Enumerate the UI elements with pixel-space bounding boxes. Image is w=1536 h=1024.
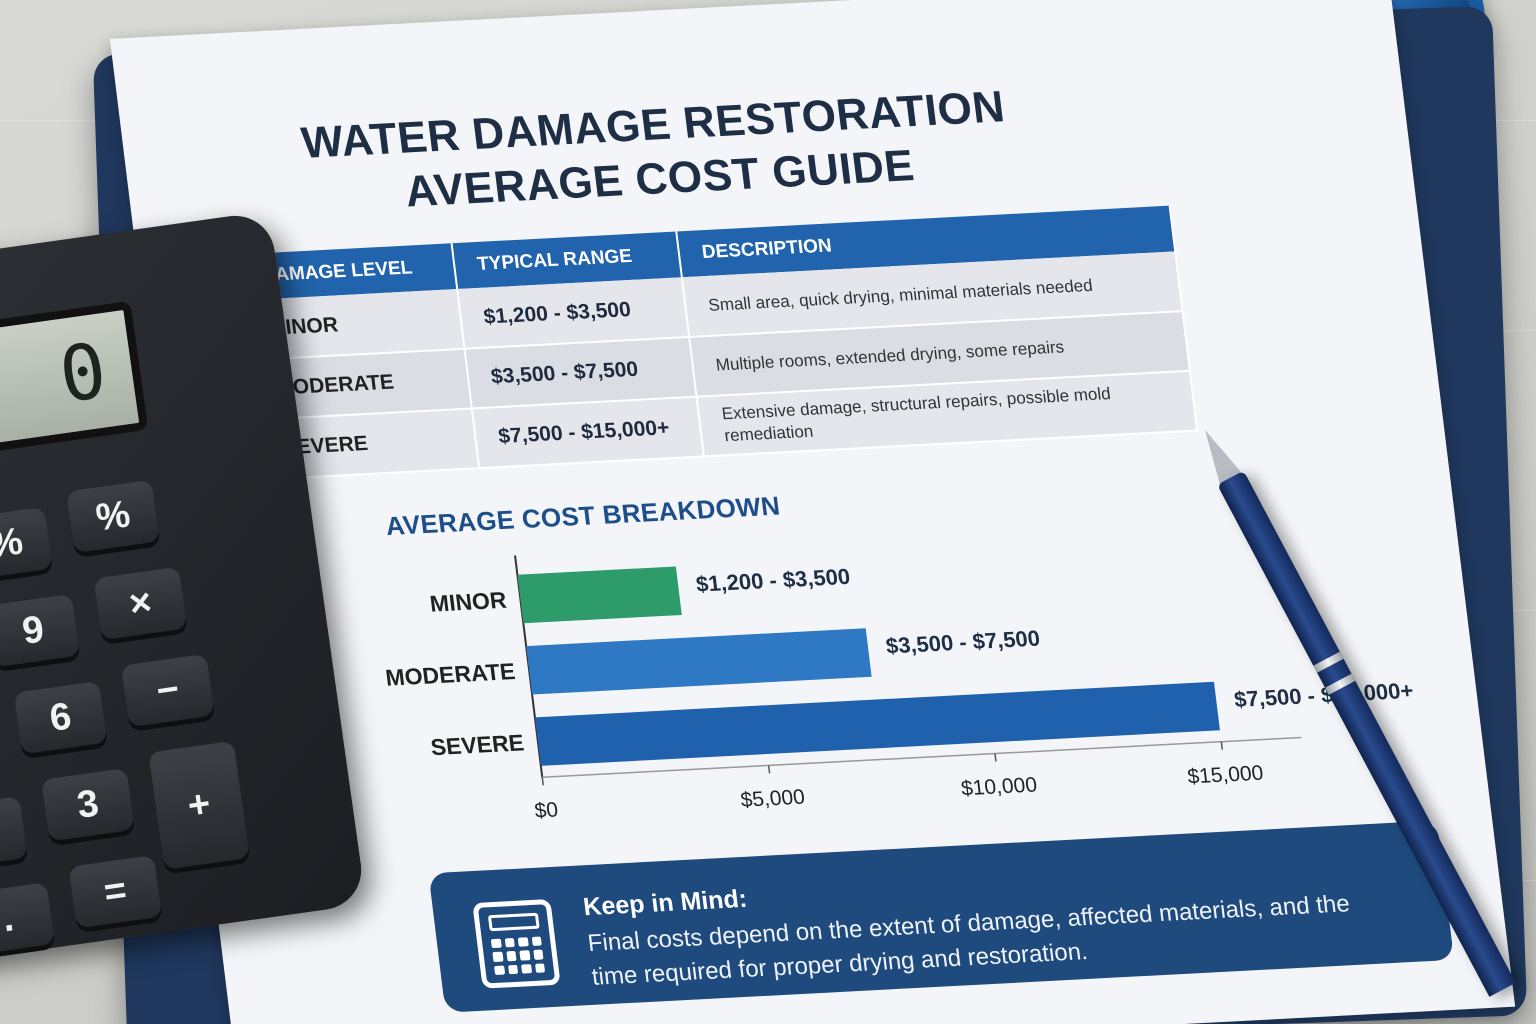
category-label: MODERATE xyxy=(384,658,517,691)
calculator-display: 0 xyxy=(0,300,149,462)
x-tick-label: $0 xyxy=(533,799,559,823)
keep-in-mind-callout: Keep in Mind: Final costs depend on the … xyxy=(428,820,1455,1013)
calc-key-multiply: × xyxy=(93,566,188,641)
calc-key-percent: % xyxy=(66,479,160,554)
x-tick xyxy=(994,753,997,762)
category-label: SEVERE xyxy=(429,729,525,760)
callout-heading: Keep in Mind: xyxy=(581,884,749,922)
data-label: $1,200 - $3,500 xyxy=(695,564,852,597)
calc-key-6: 6 xyxy=(13,680,108,755)
bar-moderate xyxy=(526,628,872,695)
calc-key-equals: = xyxy=(68,855,163,929)
x-tick xyxy=(541,777,544,786)
x-axis-line xyxy=(542,736,1302,779)
bar-minor xyxy=(517,566,682,624)
calc-key-minus: − xyxy=(120,653,215,728)
data-label: $3,500 - $7,500 xyxy=(884,626,1041,659)
x-tick-label: $5,000 xyxy=(739,786,806,812)
cost-table: DAMAGE LEVEL TYPICAL RANGE DESCRIPTION M… xyxy=(236,205,1198,481)
x-tick xyxy=(767,765,771,774)
calc-key-plus: + xyxy=(148,740,250,870)
calc-key-percent-2: % xyxy=(0,506,53,581)
category-label: MINOR xyxy=(428,587,508,617)
calc-key-decimal: . xyxy=(0,882,55,956)
calc-key-3: 3 xyxy=(41,768,135,842)
calc-key-2: 2 xyxy=(0,796,28,870)
cell-typical-range: $7,500 - $15,000+ xyxy=(471,396,704,469)
calculator-icon xyxy=(472,899,561,989)
chart-title: AVERAGE COST BREAKDOWN xyxy=(383,490,782,542)
x-tick xyxy=(1220,741,1224,750)
calc-key-9: 9 xyxy=(0,593,81,668)
x-tick-label: $15,000 xyxy=(1186,762,1265,789)
cost-breakdown-chart: MINOR $1,200 - $3,500 MODERATE $3,500 - $7,… xyxy=(384,555,1415,823)
cost-guide-sheet: WATER DAMAGE RESTORATION AVERAGE COST GU… xyxy=(109,0,1516,1024)
bar-severe xyxy=(534,681,1220,766)
page-title: WATER DAMAGE RESTORATION AVERAGE COST GU… xyxy=(270,79,1042,226)
x-tick-label: $10,000 xyxy=(960,773,1039,800)
